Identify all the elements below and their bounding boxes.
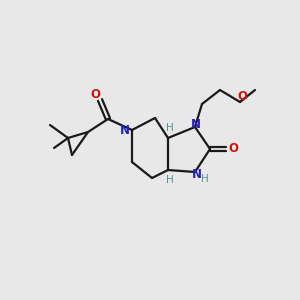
Text: H: H: [166, 123, 174, 133]
Text: N: N: [120, 124, 130, 136]
Text: O: O: [237, 89, 247, 103]
Text: O: O: [90, 88, 100, 101]
Text: N: N: [192, 169, 202, 182]
Text: H: H: [166, 175, 174, 185]
Text: O: O: [228, 142, 238, 155]
Text: H: H: [201, 174, 209, 184]
Text: N: N: [191, 118, 201, 130]
